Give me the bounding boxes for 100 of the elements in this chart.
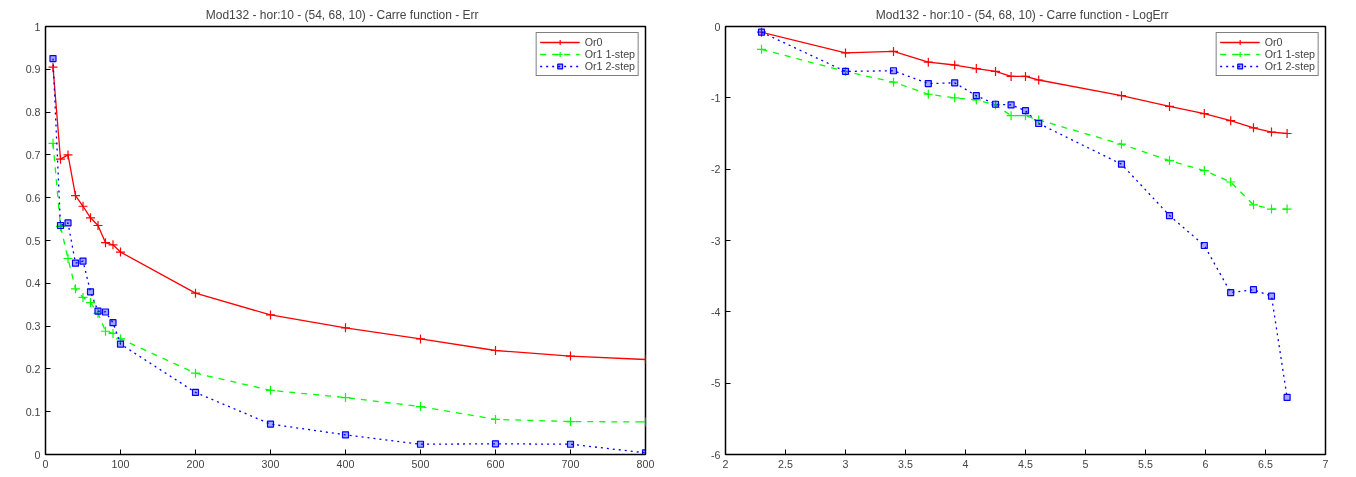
point bbox=[1007, 101, 1015, 109]
point bbox=[94, 307, 102, 315]
point bbox=[77, 292, 89, 303]
point bbox=[1266, 204, 1277, 215]
point bbox=[1033, 114, 1044, 126]
y-tick-label: -6 bbox=[711, 448, 721, 461]
chart-title: Mod132 - hor:10 - (54, 68, 10) - Carre function - LogErr bbox=[875, 7, 1169, 22]
y-tick-label: 0.8 bbox=[25, 106, 41, 119]
x-tick-label: 4.5 bbox=[1018, 457, 1033, 470]
point bbox=[1249, 286, 1258, 294]
point bbox=[190, 288, 201, 299]
point bbox=[1165, 211, 1174, 220]
point bbox=[566, 440, 575, 448]
point bbox=[79, 257, 87, 265]
x-tick-label: 3.5 bbox=[898, 457, 913, 470]
point bbox=[116, 340, 125, 348]
y-tick-label: -5 bbox=[711, 377, 721, 390]
point bbox=[101, 308, 110, 316]
x-tick-label: 7 bbox=[1322, 457, 1329, 470]
y-tick-label: 0 bbox=[34, 448, 41, 461]
legend-label: Or0 bbox=[584, 36, 604, 48]
point bbox=[1267, 292, 1276, 300]
point bbox=[416, 440, 425, 448]
point bbox=[70, 283, 81, 294]
x-tick-label: 4 bbox=[962, 457, 969, 470]
y-tick-label: -1 bbox=[711, 91, 721, 104]
point bbox=[1006, 71, 1017, 82]
y-tick-label: 0.9 bbox=[25, 63, 41, 76]
x-tick-label: 500 bbox=[411, 457, 430, 470]
point bbox=[62, 253, 74, 264]
y-tick-label: -2 bbox=[711, 163, 721, 176]
x-tick-label: 800 bbox=[636, 457, 655, 470]
y-tick-label: 0.2 bbox=[25, 362, 41, 375]
x-tick-label: 400 bbox=[336, 457, 355, 470]
point bbox=[949, 59, 960, 71]
point bbox=[840, 47, 851, 58]
point bbox=[1266, 126, 1277, 138]
point bbox=[565, 350, 576, 362]
y-tick-label: 1 bbox=[34, 20, 41, 33]
point bbox=[415, 333, 426, 345]
x-tick-label: 0 bbox=[42, 457, 49, 470]
point bbox=[64, 219, 72, 227]
y-tick-label: 0 bbox=[714, 20, 721, 33]
x-tick-label: 3 bbox=[842, 457, 849, 470]
chart-title: Mod132 - hor:10 - (54, 68, 10) - Carre function - Err bbox=[205, 7, 479, 22]
point bbox=[265, 309, 276, 321]
point bbox=[1033, 74, 1044, 86]
point bbox=[86, 288, 95, 296]
legend-label: Or1 2-step bbox=[584, 60, 635, 72]
point bbox=[1227, 288, 1235, 297]
y-tick-label: 0.3 bbox=[25, 320, 41, 333]
point bbox=[1225, 176, 1236, 188]
point bbox=[266, 420, 275, 428]
x-tick-label: 6 bbox=[1202, 457, 1209, 470]
point bbox=[47, 62, 59, 73]
point bbox=[972, 92, 980, 100]
x-tick-label: 2.5 bbox=[778, 457, 793, 470]
x-tick-label: 600 bbox=[486, 457, 505, 470]
point bbox=[491, 440, 500, 448]
point bbox=[71, 259, 80, 267]
point bbox=[951, 79, 959, 87]
point bbox=[47, 138, 59, 149]
x-tick-label: 2 bbox=[722, 457, 729, 470]
x-tick-label: 200 bbox=[186, 457, 205, 470]
point bbox=[115, 246, 126, 258]
x-tick-label: 300 bbox=[261, 457, 280, 470]
x-tick-label: 5 bbox=[1082, 457, 1089, 470]
y-tick-label: 0.5 bbox=[25, 234, 41, 247]
x-tick-label: 700 bbox=[561, 457, 580, 470]
point bbox=[1200, 241, 1208, 250]
point bbox=[888, 77, 899, 88]
legend-label: Or1 1-step bbox=[1264, 48, 1315, 60]
point bbox=[1117, 160, 1126, 168]
x-tick-label: 6.5 bbox=[1258, 457, 1273, 470]
y-tick-label: 0.4 bbox=[25, 277, 41, 290]
point bbox=[1021, 107, 1030, 115]
point bbox=[924, 79, 932, 88]
y-tick-label: 0.7 bbox=[25, 148, 41, 161]
legend-label: Or0 bbox=[1264, 36, 1284, 48]
point bbox=[1282, 204, 1293, 215]
y-tick-label: 0.1 bbox=[25, 405, 41, 418]
y-tick-label: -3 bbox=[711, 234, 721, 247]
point bbox=[92, 220, 104, 231]
point bbox=[115, 333, 126, 345]
x-tick-label: 5.5 bbox=[1138, 457, 1153, 470]
x-tick-label: 100 bbox=[111, 457, 130, 470]
point bbox=[107, 328, 119, 339]
point bbox=[1035, 119, 1043, 128]
point bbox=[341, 431, 350, 439]
point bbox=[107, 239, 119, 250]
point bbox=[77, 201, 89, 212]
y-tick-label: 0.6 bbox=[25, 191, 41, 204]
point bbox=[1006, 110, 1017, 121]
point bbox=[889, 67, 898, 75]
point bbox=[971, 94, 982, 106]
legend-label: Or1 2-step bbox=[1264, 60, 1315, 72]
point bbox=[49, 55, 57, 63]
legend-label: Or1 1-step bbox=[584, 48, 635, 60]
y-tick-label: -4 bbox=[711, 305, 721, 318]
point bbox=[109, 319, 117, 327]
